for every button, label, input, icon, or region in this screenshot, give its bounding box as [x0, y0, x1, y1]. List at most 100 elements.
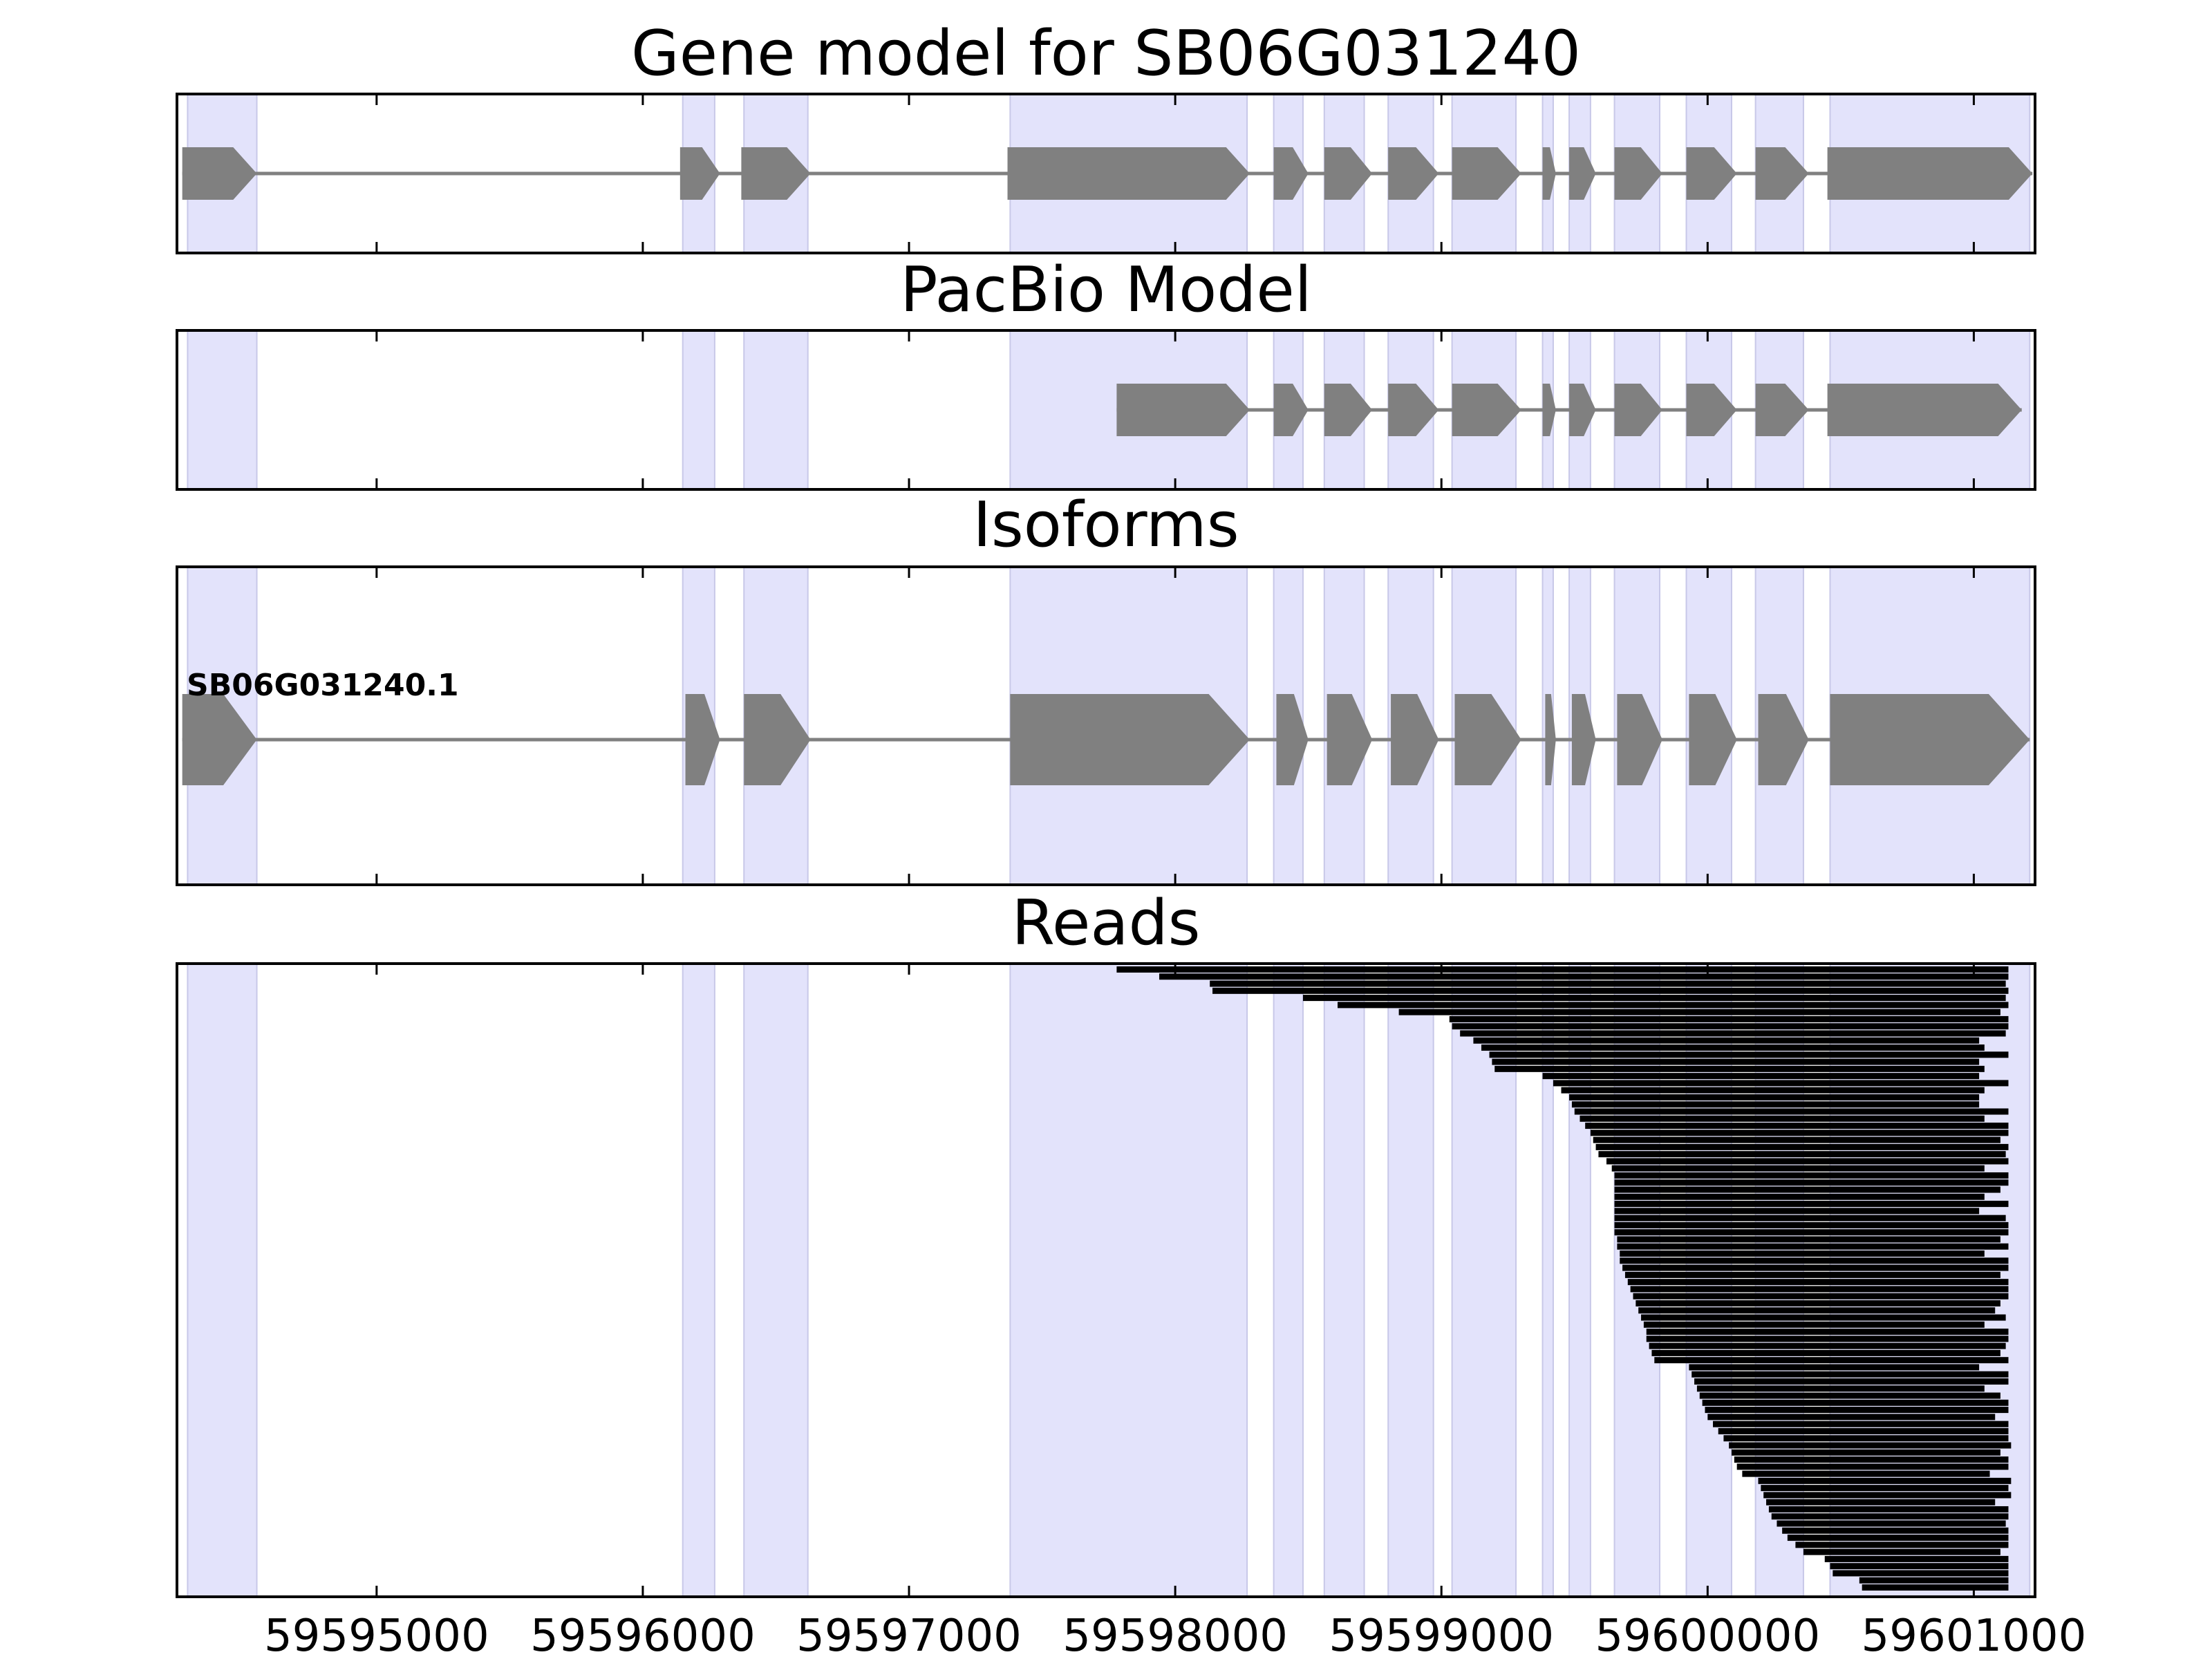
- gene-model-exon: [1827, 147, 2033, 200]
- read-bar: [1713, 1421, 2009, 1427]
- isoform-exon: [1758, 694, 1809, 785]
- read-bar: [1723, 1435, 2009, 1442]
- read-bar: [1614, 1229, 2009, 1236]
- pacbio-exon: [1452, 384, 1521, 436]
- isoform-exon: [1689, 694, 1737, 785]
- isoforms-panel: SB06G031240.1: [176, 565, 2036, 886]
- isoform-exon: [744, 694, 811, 785]
- read-bar: [1595, 1143, 2009, 1150]
- read-bar: [1627, 1279, 2009, 1286]
- gene-model-frame: [176, 93, 2036, 254]
- reads-exon-band: [682, 963, 715, 1597]
- reads-exon-band: [187, 963, 258, 1597]
- read-bar: [1633, 1293, 2009, 1300]
- gene-model-panel: [176, 93, 2036, 254]
- read-bar: [1643, 1321, 1985, 1328]
- read-bar: [1617, 1243, 2009, 1250]
- reads-exon-band: [1009, 963, 1248, 1597]
- read-bar: [1580, 1115, 1985, 1122]
- read-bar: [1761, 1485, 2009, 1492]
- pacbio-exon: [1827, 384, 2022, 436]
- read-bar: [1212, 987, 2009, 994]
- read-bar: [1707, 1414, 1996, 1421]
- reads-exon-band: [1568, 963, 1591, 1597]
- read-bar: [1859, 1577, 2009, 1584]
- read-bar: [1593, 1136, 2000, 1143]
- x-tick-label: 59597000: [796, 1611, 1022, 1659]
- gene-model-exon: [1542, 147, 1556, 200]
- read-bar: [1689, 1364, 1980, 1371]
- read-bar: [1614, 1215, 2006, 1221]
- read-bar: [1649, 1342, 2006, 1349]
- read-bar: [1620, 1257, 2009, 1264]
- read-bar: [1614, 1179, 2009, 1186]
- x-tick-label: 59596000: [530, 1611, 756, 1659]
- read-bar: [1646, 1335, 2009, 1342]
- read-bar: [1452, 1023, 2009, 1030]
- read-bar: [1473, 1037, 1980, 1044]
- read-bar: [1614, 1186, 2000, 1193]
- read-bar: [1768, 1506, 2009, 1512]
- isoform-exon: [1545, 694, 1556, 785]
- read-bar: [1862, 1584, 2009, 1591]
- x-tick-label: 59601000: [1862, 1611, 2087, 1659]
- read-bar: [1574, 1108, 2009, 1115]
- read-bar: [1561, 1087, 1985, 1094]
- isoform-exon: [685, 694, 720, 785]
- reads-exon-band: [743, 963, 809, 1597]
- x-tick-label: 59600000: [1595, 1611, 1820, 1659]
- pacbio-exon: [1686, 384, 1737, 436]
- isoform-exon: [1617, 694, 1662, 785]
- read-bar: [1614, 1201, 2009, 1208]
- read-bar: [1803, 1548, 2000, 1555]
- isoform-label: SB06G031240.1: [187, 668, 459, 703]
- read-bar: [1398, 1009, 2000, 1015]
- gene-model-exon: [1007, 147, 1250, 200]
- read-bar: [1460, 1030, 2006, 1037]
- read-bar: [1489, 1051, 2009, 1058]
- read-bar: [1763, 1492, 2012, 1499]
- isoform-frame: [176, 565, 2036, 886]
- reads-title: Reads: [1011, 887, 1200, 959]
- read-bar: [1449, 1015, 2009, 1022]
- pacbio-title: PacBio Model: [900, 254, 1312, 326]
- gene-model-exon: [1388, 147, 1439, 200]
- read-bar: [1696, 1385, 1985, 1392]
- read-bar: [1614, 1193, 1985, 1200]
- read-bar: [1833, 1570, 2009, 1577]
- read-bar: [1771, 1513, 2009, 1520]
- read-bar: [1718, 1427, 2009, 1434]
- isoform-exon: [1830, 694, 2030, 785]
- pacbio-panel: [176, 329, 2036, 491]
- read-bar: [1731, 1449, 2000, 1456]
- read-bar: [1614, 1221, 2009, 1228]
- gene-model-exon: [1686, 147, 1737, 200]
- reads-frame: [176, 962, 2036, 1598]
- read-bar: [1654, 1357, 2009, 1364]
- read-bar: [1705, 1407, 2009, 1414]
- pacbio-exon: [1614, 384, 1662, 436]
- read-bar: [1651, 1349, 2000, 1356]
- isoforms-title: Isoforms: [973, 489, 1239, 561]
- read-bar: [1302, 995, 2006, 1002]
- gene-model-exon: [679, 147, 720, 200]
- isoform-exon: [1571, 694, 1596, 785]
- isoform-exon: [1010, 694, 1250, 785]
- gene-model-exon: [1569, 147, 1596, 200]
- pacbio-exon: [1755, 384, 1809, 436]
- pacbio-exon: [1273, 384, 1309, 436]
- read-bar: [1624, 1271, 2000, 1278]
- gene-model-exon: [182, 147, 257, 200]
- read-bar: [1210, 980, 2006, 987]
- read-bar: [1481, 1044, 1985, 1051]
- read-bar: [1638, 1307, 1996, 1314]
- pacbio-exon: [1116, 384, 1250, 436]
- read-bar: [1824, 1555, 2009, 1562]
- read-bar: [1641, 1314, 2006, 1321]
- read-bar: [1542, 1073, 1980, 1080]
- gene-model-exon: [1755, 147, 1809, 200]
- pacbio-exon-band: [187, 330, 258, 490]
- read-bar: [1614, 1208, 1980, 1215]
- pacbio-frame: [176, 329, 2036, 491]
